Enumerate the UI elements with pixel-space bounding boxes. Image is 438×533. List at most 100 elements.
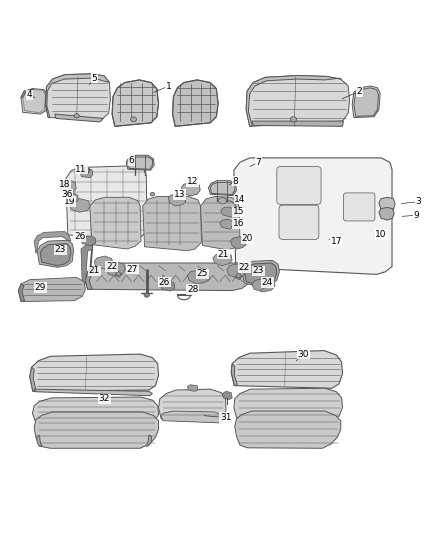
Text: 3: 3 — [415, 197, 421, 206]
Polygon shape — [159, 389, 226, 422]
Polygon shape — [230, 237, 246, 249]
Polygon shape — [32, 397, 159, 424]
Polygon shape — [379, 197, 395, 211]
Polygon shape — [85, 266, 96, 289]
Text: 20: 20 — [242, 235, 253, 244]
Ellipse shape — [131, 117, 137, 122]
Polygon shape — [234, 158, 392, 274]
Polygon shape — [221, 207, 234, 217]
Polygon shape — [208, 181, 237, 196]
Polygon shape — [69, 199, 90, 212]
Text: 14: 14 — [234, 195, 246, 204]
Text: 29: 29 — [35, 283, 46, 292]
Polygon shape — [21, 88, 33, 98]
Polygon shape — [354, 88, 378, 116]
Polygon shape — [201, 197, 240, 250]
Polygon shape — [37, 435, 42, 446]
Polygon shape — [246, 76, 341, 126]
Text: 22: 22 — [239, 263, 250, 272]
Text: 5: 5 — [91, 74, 97, 83]
Text: 31: 31 — [220, 413, 231, 422]
Polygon shape — [85, 263, 250, 290]
Polygon shape — [143, 197, 201, 251]
Text: 2: 2 — [357, 87, 362, 96]
Polygon shape — [46, 74, 110, 118]
Ellipse shape — [74, 114, 79, 118]
Text: 6: 6 — [128, 156, 134, 165]
Ellipse shape — [290, 117, 297, 122]
Text: 18: 18 — [59, 180, 71, 189]
Text: 25: 25 — [197, 270, 208, 278]
Text: 26: 26 — [74, 232, 85, 241]
Polygon shape — [146, 435, 152, 446]
Text: 13: 13 — [174, 190, 185, 199]
Polygon shape — [23, 90, 46, 113]
Text: 16: 16 — [233, 219, 244, 228]
Polygon shape — [94, 256, 113, 269]
Ellipse shape — [144, 293, 149, 297]
Text: 19: 19 — [64, 197, 75, 206]
Polygon shape — [231, 364, 237, 386]
Text: 7: 7 — [255, 158, 261, 167]
Polygon shape — [18, 284, 25, 302]
Polygon shape — [352, 86, 380, 118]
Polygon shape — [18, 278, 85, 302]
Polygon shape — [34, 389, 152, 395]
FancyBboxPatch shape — [279, 205, 319, 239]
Polygon shape — [37, 240, 74, 268]
Polygon shape — [40, 244, 71, 265]
Polygon shape — [21, 88, 47, 114]
Polygon shape — [160, 280, 175, 291]
Text: 22: 22 — [106, 262, 117, 271]
Text: 8: 8 — [233, 176, 239, 185]
Text: 24: 24 — [261, 278, 273, 287]
Polygon shape — [244, 263, 277, 286]
Polygon shape — [223, 391, 232, 400]
Polygon shape — [81, 236, 95, 246]
Text: 12: 12 — [187, 177, 198, 187]
Text: 21: 21 — [88, 266, 100, 276]
Text: 17: 17 — [331, 238, 342, 246]
Polygon shape — [46, 74, 110, 118]
Polygon shape — [252, 279, 275, 292]
Polygon shape — [168, 194, 186, 206]
Polygon shape — [90, 197, 141, 249]
Text: 11: 11 — [75, 165, 87, 174]
Text: 30: 30 — [297, 350, 309, 359]
Polygon shape — [81, 245, 93, 288]
Polygon shape — [90, 241, 95, 271]
Text: 26: 26 — [159, 278, 170, 287]
Text: 27: 27 — [127, 264, 138, 273]
Text: 36: 36 — [61, 190, 72, 199]
Polygon shape — [187, 385, 198, 391]
Text: 9: 9 — [413, 211, 419, 220]
Polygon shape — [234, 388, 343, 421]
Polygon shape — [106, 262, 125, 276]
Polygon shape — [235, 411, 341, 448]
Ellipse shape — [219, 198, 226, 204]
Polygon shape — [231, 351, 343, 388]
Polygon shape — [252, 121, 343, 126]
Ellipse shape — [150, 192, 155, 196]
Polygon shape — [227, 264, 246, 278]
Text: 32: 32 — [99, 394, 110, 403]
Polygon shape — [126, 155, 154, 170]
Polygon shape — [242, 260, 279, 287]
Text: 28: 28 — [187, 285, 198, 294]
Polygon shape — [34, 412, 159, 448]
Polygon shape — [65, 193, 78, 203]
Polygon shape — [210, 182, 235, 195]
Polygon shape — [112, 80, 159, 126]
Text: 21: 21 — [218, 250, 229, 259]
Polygon shape — [55, 114, 103, 122]
Text: 23: 23 — [55, 245, 66, 254]
Polygon shape — [80, 168, 93, 177]
FancyBboxPatch shape — [343, 193, 375, 221]
Polygon shape — [379, 207, 394, 220]
Polygon shape — [161, 411, 224, 423]
Polygon shape — [66, 166, 147, 239]
Polygon shape — [60, 180, 76, 194]
Text: 10: 10 — [375, 230, 387, 239]
Polygon shape — [246, 76, 350, 126]
Text: 23: 23 — [253, 266, 264, 276]
